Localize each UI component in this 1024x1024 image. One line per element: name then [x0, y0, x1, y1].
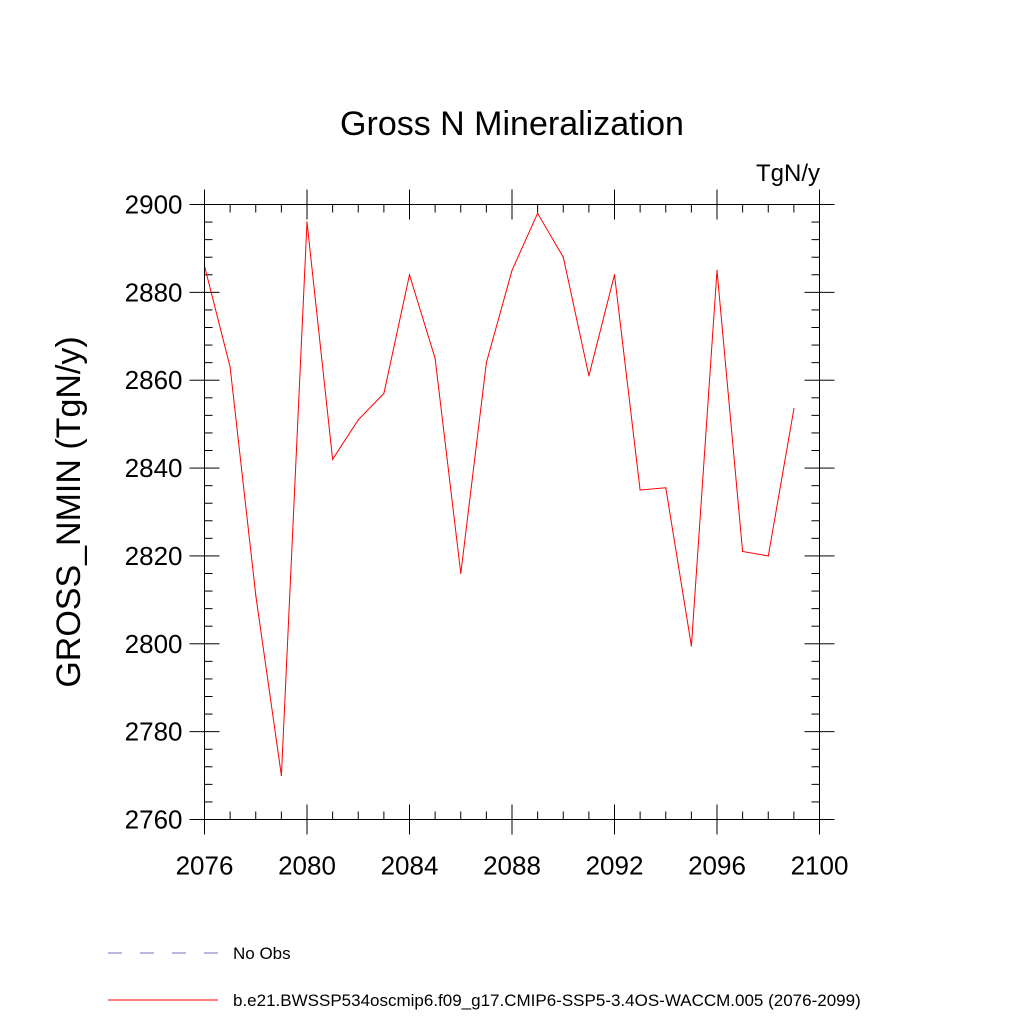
y-axis-label: GROSS_NMIN (TgN/y): [50, 336, 88, 687]
y-tick-label: 2780: [125, 717, 183, 747]
data-point: [537, 212, 539, 214]
data-point: [511, 269, 513, 271]
units-label: TgN/y: [756, 160, 820, 187]
data-point: [255, 594, 257, 597]
y-tick-label: 2800: [125, 629, 183, 659]
x-tick-label: 2092: [586, 851, 644, 881]
x-tick-label: 2084: [381, 851, 439, 881]
x-tick-label: 2076: [176, 851, 234, 881]
chart-title: Gross N Mineralization: [340, 105, 684, 143]
data-point: [306, 221, 308, 223]
data-point: [793, 408, 795, 410]
legend-label-model: b.e21.BWSSP534oscmip6.f09_g17.CMIP6-SSP5…: [233, 991, 861, 1010]
data-point: [613, 274, 616, 276]
data-point: [665, 487, 667, 489]
data-point: [229, 366, 231, 368]
x-tick-label: 2100: [791, 851, 849, 881]
data-point: [280, 774, 282, 777]
x-tick-label: 2080: [278, 851, 336, 881]
x-tick-label: 2096: [688, 851, 746, 881]
data-point: [408, 274, 411, 276]
plot-frame: [204, 204, 820, 820]
y-tick-label: 2880: [125, 277, 183, 307]
y-tick-label: 2900: [125, 190, 183, 220]
data-point: [332, 458, 334, 460]
data-point: [588, 375, 590, 377]
data-point: [767, 555, 769, 557]
legend: No Obs b.e21.BWSSP534oscmip6.f09_g17.CMI…: [108, 944, 861, 1010]
y-tick-label: 2840: [125, 453, 183, 483]
x-tick-labels: 2076 2080 2084 2088 2092 2096 2100: [176, 851, 849, 881]
x-tick-label: 2088: [483, 851, 541, 881]
data-point: [357, 419, 359, 421]
y-tick-label: 2860: [125, 365, 183, 395]
y-tick-label: 2820: [125, 541, 183, 571]
major-ticks: [189, 189, 835, 835]
data-point: [716, 269, 718, 271]
data-point: [383, 392, 385, 394]
legend-label-no-obs: No Obs: [233, 944, 291, 963]
y-tick-label: 2760: [125, 805, 183, 835]
data-point: [434, 357, 436, 359]
series-line: [204, 212, 795, 776]
y-tick-labels: 2760 2780 2800 2820 2840 2860 2880 2900: [125, 190, 183, 835]
data-point: [485, 362, 487, 364]
minor-ticks: [204, 204, 820, 820]
data-point: [690, 645, 692, 647]
data-point: [562, 256, 564, 258]
series-layer: [203, 212, 795, 777]
data-point: [742, 550, 744, 553]
data-point: [639, 489, 641, 491]
data-point: [460, 572, 462, 575]
